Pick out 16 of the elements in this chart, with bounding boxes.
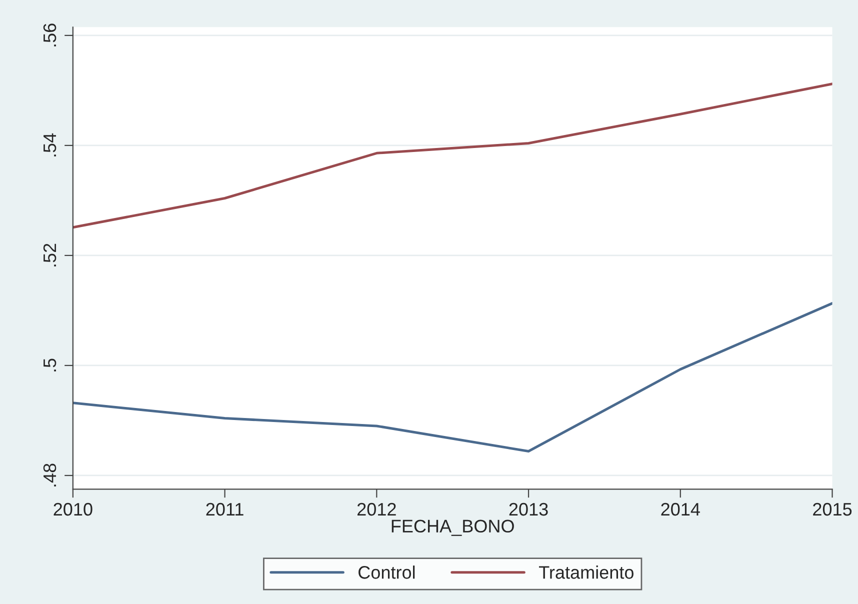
legend-label: Tratamiento bbox=[539, 566, 634, 579]
y-tick-label: .48 bbox=[43, 464, 56, 486]
x-tick-label: 2010 bbox=[54, 502, 92, 516]
x-axis-title: FECHA_BONO bbox=[392, 520, 514, 536]
y-tick-label: .56 bbox=[43, 24, 56, 46]
y-tick-label: .52 bbox=[43, 244, 56, 266]
x-tick-label: 2011 bbox=[206, 502, 244, 516]
x-tick-label: 2013 bbox=[509, 502, 548, 516]
line-series bbox=[72, 82, 832, 229]
x-tick-label: 2012 bbox=[357, 502, 396, 516]
y-tick-label: .54 bbox=[44, 133, 56, 156]
y-tick-label: .5 bbox=[44, 358, 56, 372]
line-series bbox=[72, 302, 832, 453]
legend-label: Control bbox=[358, 566, 415, 579]
x-tick-label: 2015 bbox=[813, 502, 852, 516]
x-tick-label: 2014 bbox=[661, 502, 700, 516]
